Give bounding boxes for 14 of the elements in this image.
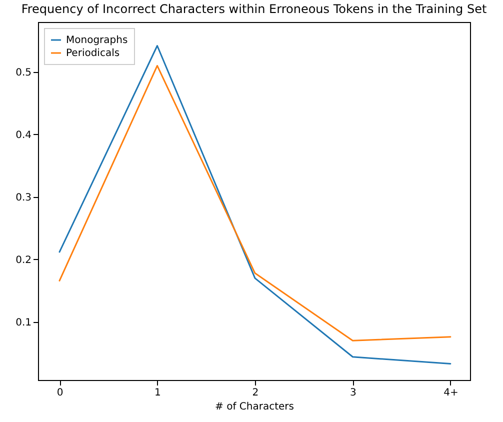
- y-tick-label: 0.1: [16, 317, 32, 328]
- legend-label: Periodicals: [66, 48, 120, 59]
- y-tick-label: 0.3: [16, 192, 32, 204]
- legend-label: Monographs: [66, 35, 128, 46]
- y-tick-label: 0.5: [16, 67, 32, 78]
- x-tick-label: 2: [252, 388, 259, 398]
- x-tick-label: 3: [350, 388, 356, 398]
- x-tick-label: 4+: [444, 388, 458, 398]
- chart-title: Frequency of Incorrect Characters within Erroneous Tokens in the Training Set: [21, 2, 487, 16]
- y-tick-label: 0.4: [16, 130, 32, 141]
- x-axis-title: # of Characters: [215, 402, 294, 412]
- y-tick-label: 0.2: [16, 254, 32, 266]
- x-tick-label: 0: [56, 388, 64, 398]
- x-tick-label: 1: [154, 388, 161, 398]
